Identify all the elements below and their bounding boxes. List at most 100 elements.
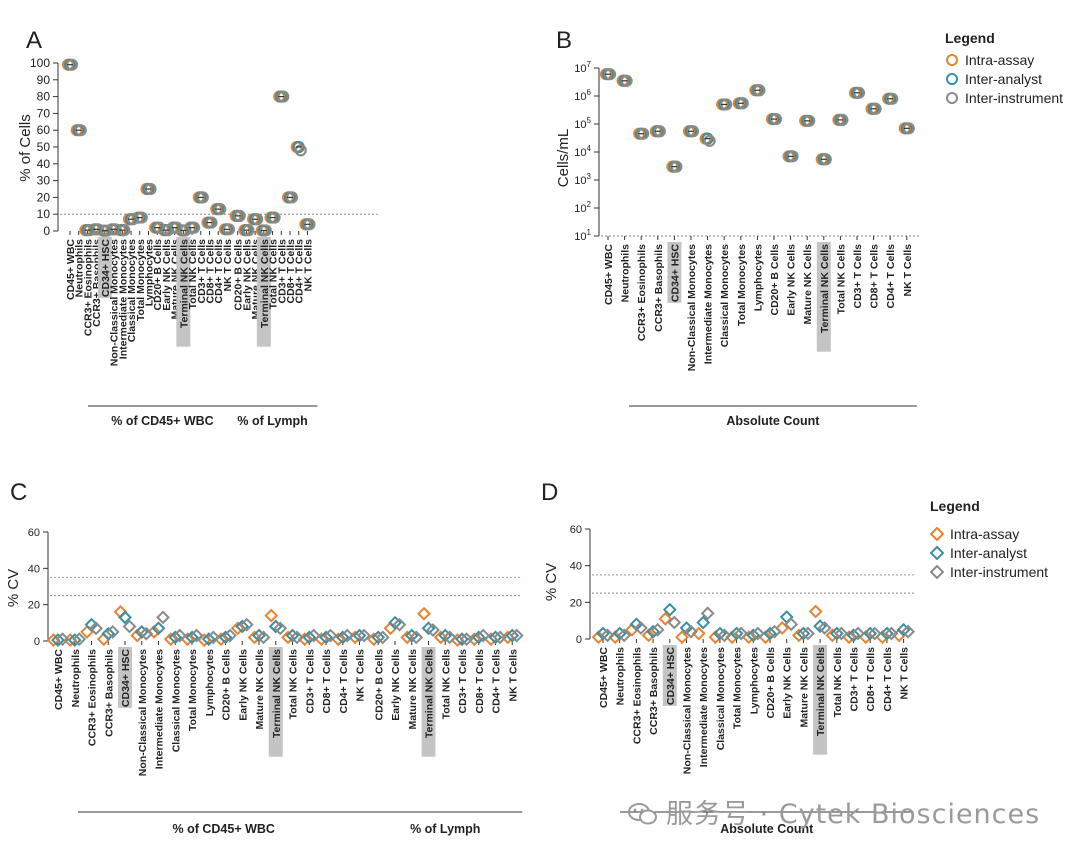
panel-a-ytick-label: 90	[37, 73, 51, 87]
panel-a-category-label: CD20+ B Cells	[152, 239, 164, 311]
panel-d-ytick-label: 0	[576, 634, 582, 646]
panel-a-category-label: Classical Monocytes	[126, 239, 138, 342]
panel-c-group-label: % of CD45+ WBC	[173, 822, 275, 836]
panel-a-category-label: NK T Cells	[302, 239, 314, 292]
panel-d-point-inter-instrument	[617, 628, 632, 643]
panel-d-point-inter-instrument	[867, 626, 882, 641]
panel-c-category-label: Mature NK Cells	[254, 649, 266, 730]
panel-a-ytick-label: 80	[37, 90, 51, 104]
panel-c-point-inter-instrument	[493, 630, 507, 645]
panel-c-point-inter-instrument	[509, 628, 524, 643]
panel-c-highlight-band	[421, 647, 436, 757]
panel-c-point-inter-instrument	[206, 630, 221, 645]
panel-d-point-intra	[675, 630, 689, 645]
panel-b-ytick-label: 103	[574, 172, 591, 187]
panel-d-category-label: Intermediate Monocytes	[698, 647, 710, 767]
panel-d-point-inter-instrument	[717, 628, 732, 643]
panel-a-ytick-label: 60	[37, 123, 51, 137]
legend-top-label-intra: Intra-assay	[965, 51, 1035, 68]
panel-c-point-inter-instrument	[357, 628, 371, 643]
panel-c-point-inter-instrument	[122, 619, 137, 634]
panel-d-category-label: Total Monocytes	[732, 647, 744, 729]
panel-b-ytick-label: 107	[574, 60, 591, 75]
panel-c-point-inter-analyst	[185, 630, 199, 645]
panel-c-category-label: NK T Cells	[355, 649, 367, 702]
panel-c-ytick-label: 0	[34, 636, 40, 648]
panel-c-point-intra	[433, 630, 448, 645]
panel-d-category-label: CD45+ WBC	[598, 647, 610, 708]
panel-c-ytick-label: 40	[28, 563, 40, 575]
inter-analyst-circle-icon	[946, 72, 958, 85]
panel-b-ytick-label: 102	[574, 200, 591, 215]
panel-d-highlight-band	[813, 645, 828, 755]
panel-d-category-label: Early NK Cells	[782, 647, 794, 719]
panel-c-point-inter-analyst	[335, 630, 350, 645]
panel-d-point-inter-instrument	[750, 626, 765, 641]
panel-a-highlight-band	[176, 237, 191, 347]
inter-analyst-diamond-icon	[930, 545, 944, 560]
panel-c-point-inter-analyst	[352, 628, 367, 643]
panel-d-category-label: CD8+ T Cells	[865, 647, 877, 712]
panel-d-point-inter-instrument	[700, 606, 715, 621]
panel-c-highlight-band	[118, 647, 132, 708]
tick-exponent: 2	[587, 200, 592, 209]
panel-c-category-label: CCR3+ Eosinophils	[87, 649, 99, 746]
panel-b-category-label: CD34+ HSC	[669, 244, 681, 302]
panel-a-category-label: Neutrophils	[74, 239, 86, 297]
panel-c-category-label: Non-Classical Monocytes	[137, 649, 149, 776]
panel-d-point-intra	[775, 621, 790, 635]
panel-c-point-intra	[417, 606, 431, 621]
panel-c-category-label: CD20+ B Cells	[373, 649, 385, 721]
panel-a-category-label: CD3+ T Cells	[196, 239, 208, 304]
panel-c-point-intra	[230, 621, 245, 636]
legend-top: Legend Intra-assay Inter-analyst Inter-i…	[945, 30, 1063, 107]
panel-c-point-inter-instrument	[290, 630, 304, 645]
panel-c-point-inter-instrument	[476, 628, 491, 643]
panel-c-point-inter-instrument	[256, 630, 271, 645]
panel-d-point-inter-analyst	[879, 626, 894, 641]
panel-c-point-inter-instrument	[442, 630, 457, 645]
panel-c-letter: C	[10, 479, 27, 506]
wechat-icon	[628, 803, 657, 825]
panel-a-ytick-label: 70	[37, 106, 51, 120]
panel-c-point-inter-instrument	[172, 628, 187, 643]
panel-c-point-inter-analyst	[455, 632, 469, 647]
panel-d-point-intra	[725, 630, 740, 645]
panel-d-point-inter-analyst	[846, 628, 861, 643]
panel-b-category-label: NK T Cells	[902, 244, 914, 297]
panel-c-point-inter-instrument	[426, 623, 440, 638]
inter-instrument-diamond-icon	[930, 564, 944, 579]
legend-top-item-inter-analyst: Inter-analyst	[945, 69, 1063, 88]
panel-c-point-inter-instrument	[239, 617, 254, 632]
panel-a-category-label: CD4+ T Cells	[213, 239, 225, 304]
panel-d-category-label: Classical Monocytes	[715, 647, 727, 750]
panel-c-point-intra	[247, 630, 262, 645]
panel-c-category-label: NK T Cells	[507, 649, 519, 702]
panel-b-category-label: Total NK Cells	[835, 244, 847, 315]
panel-a-ytick-label: 50	[37, 140, 51, 154]
panel-d-point-inter-analyst	[662, 602, 677, 617]
panel-d-point-inter-analyst	[763, 626, 777, 641]
panel-a-ytick-label: 40	[37, 157, 51, 171]
panel-b-highlight-band	[667, 242, 682, 303]
legend-top-title: Legend	[945, 30, 995, 46]
panel-a-ytick-label: 30	[37, 174, 51, 188]
panel-d-category-label: Non-Classical Monocytes	[682, 647, 694, 774]
legend-bottom-label-inter-instrument: Inter-instrument	[950, 563, 1049, 580]
panel-c-point-inter-instrument	[273, 621, 288, 636]
panel-c-category-label: CD4+ T Cells	[491, 649, 503, 714]
panel-b-category-label: CD20+ B Cells	[769, 244, 781, 316]
panel-d-category-label: Terminal NK Cells	[815, 647, 827, 736]
panel-b-category-label: Total Monocytes	[736, 244, 748, 326]
panel-c-point-inter-instrument	[156, 610, 170, 625]
panel-d-point-inter-instrument	[767, 624, 782, 639]
panel-c-point-inter-instrument	[189, 628, 204, 643]
panel-d-point-inter-instrument	[633, 621, 648, 635]
panel-c-ytick-label: 20	[28, 600, 40, 612]
panel-d-category-label: CD4+ T Cells	[882, 647, 894, 712]
panel-d-point-inter-analyst	[729, 626, 744, 641]
panel-b-ytick-label: 101	[574, 228, 591, 243]
panel-c-point-inter-instrument	[139, 626, 154, 641]
tick-exponent: 1	[587, 228, 592, 237]
tick-exponent: 6	[587, 88, 592, 97]
